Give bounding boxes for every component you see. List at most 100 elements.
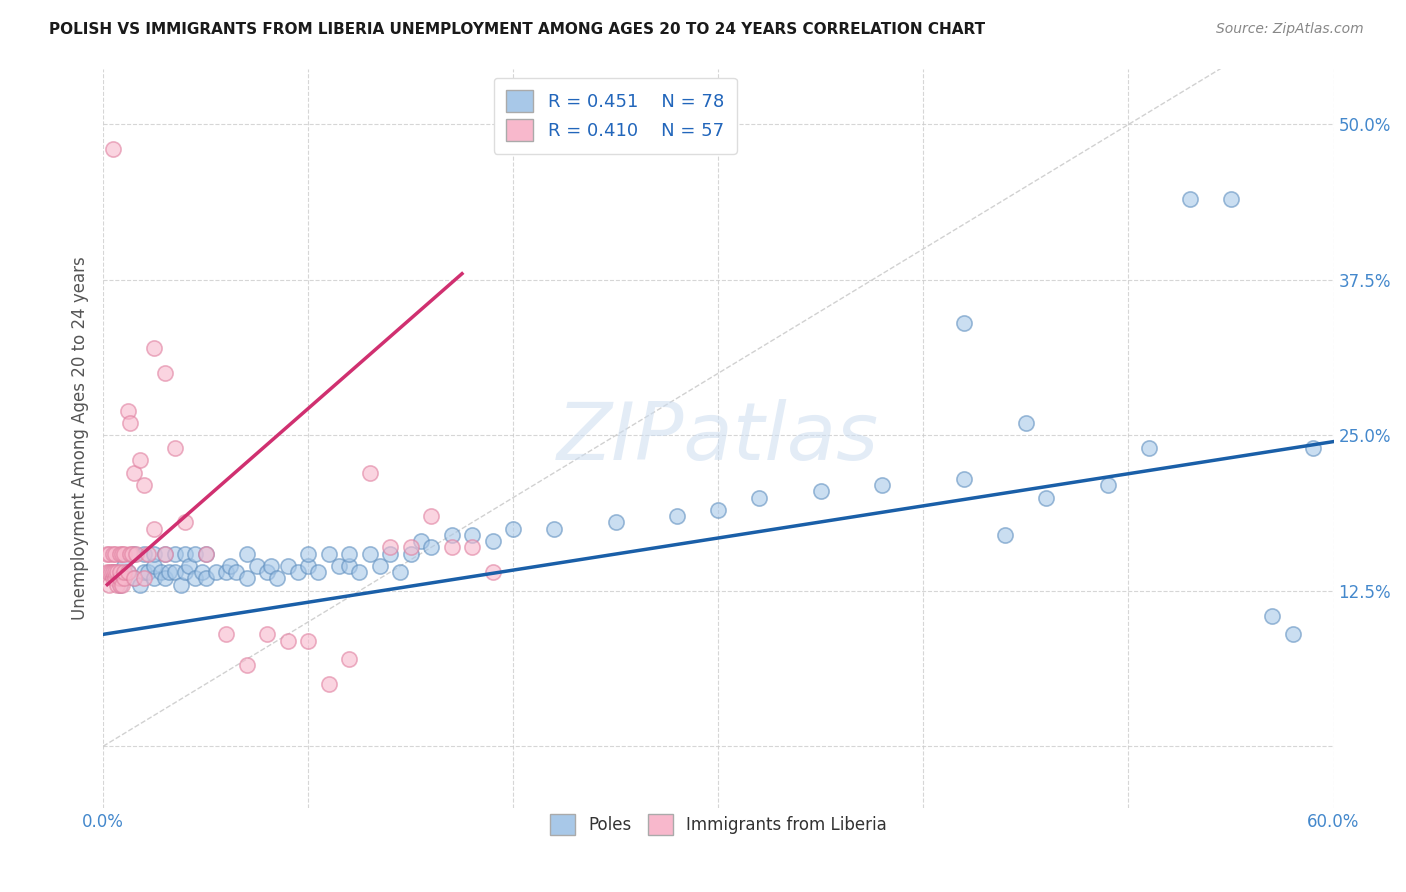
Point bbox=[1035, 491, 1057, 505]
Point bbox=[153, 366, 176, 380]
Point bbox=[190, 565, 212, 579]
Point bbox=[194, 571, 217, 585]
Point bbox=[103, 547, 125, 561]
Point bbox=[409, 534, 432, 549]
Point bbox=[98, 547, 121, 561]
Point bbox=[112, 571, 135, 585]
Point bbox=[129, 577, 152, 591]
Point bbox=[163, 565, 186, 579]
Point bbox=[256, 627, 278, 641]
Point bbox=[143, 522, 166, 536]
Point bbox=[318, 547, 340, 561]
Point bbox=[96, 547, 118, 561]
Point bbox=[399, 547, 422, 561]
Point bbox=[277, 633, 299, 648]
Point bbox=[104, 571, 127, 585]
Point bbox=[399, 541, 422, 555]
Point bbox=[297, 633, 319, 648]
Point bbox=[1015, 416, 1038, 430]
Point bbox=[96, 565, 118, 579]
Point bbox=[461, 541, 484, 555]
Point bbox=[117, 403, 139, 417]
Point bbox=[235, 571, 257, 585]
Point bbox=[235, 547, 257, 561]
Point bbox=[98, 565, 121, 579]
Point bbox=[359, 547, 381, 561]
Point bbox=[122, 571, 145, 585]
Point bbox=[103, 565, 125, 579]
Point bbox=[104, 547, 127, 561]
Point bbox=[117, 565, 139, 579]
Point bbox=[134, 571, 156, 585]
Point bbox=[136, 565, 159, 579]
Point bbox=[215, 627, 238, 641]
Point bbox=[149, 565, 172, 579]
Point bbox=[666, 509, 689, 524]
Point bbox=[112, 558, 135, 573]
Point bbox=[107, 565, 129, 579]
Point bbox=[810, 484, 832, 499]
Point bbox=[440, 541, 463, 555]
Point bbox=[100, 565, 122, 579]
Point bbox=[174, 516, 197, 530]
Point bbox=[134, 478, 156, 492]
Point bbox=[1302, 441, 1324, 455]
Point bbox=[129, 453, 152, 467]
Point bbox=[184, 571, 207, 585]
Point bbox=[134, 565, 156, 579]
Point bbox=[318, 677, 340, 691]
Point bbox=[461, 528, 484, 542]
Point bbox=[112, 547, 135, 561]
Point bbox=[605, 516, 627, 530]
Point bbox=[104, 565, 127, 579]
Point bbox=[98, 577, 121, 591]
Point bbox=[143, 558, 166, 573]
Point bbox=[256, 565, 278, 579]
Point bbox=[277, 558, 299, 573]
Point bbox=[163, 441, 186, 455]
Point bbox=[543, 522, 565, 536]
Point bbox=[163, 547, 186, 561]
Point bbox=[502, 522, 524, 536]
Point bbox=[225, 565, 247, 579]
Point bbox=[337, 652, 360, 666]
Point bbox=[707, 503, 730, 517]
Point bbox=[380, 547, 402, 561]
Point bbox=[153, 547, 176, 561]
Point bbox=[170, 577, 193, 591]
Point bbox=[266, 571, 288, 585]
Point bbox=[440, 528, 463, 542]
Point bbox=[134, 547, 156, 561]
Point bbox=[1220, 192, 1243, 206]
Point bbox=[1281, 627, 1303, 641]
Point bbox=[337, 558, 360, 573]
Point bbox=[122, 466, 145, 480]
Point bbox=[143, 571, 166, 585]
Point bbox=[380, 541, 402, 555]
Point bbox=[337, 547, 360, 561]
Point bbox=[117, 565, 139, 579]
Point bbox=[103, 142, 125, 156]
Point bbox=[118, 547, 141, 561]
Point bbox=[125, 547, 148, 561]
Point bbox=[153, 571, 176, 585]
Point bbox=[108, 577, 131, 591]
Point bbox=[174, 565, 197, 579]
Point bbox=[1178, 192, 1201, 206]
Point bbox=[108, 571, 131, 585]
Point bbox=[328, 558, 350, 573]
Point bbox=[349, 565, 371, 579]
Point bbox=[103, 565, 125, 579]
Point bbox=[359, 466, 381, 480]
Point bbox=[420, 509, 443, 524]
Point bbox=[953, 472, 976, 486]
Point bbox=[108, 547, 131, 561]
Text: POLISH VS IMMIGRANTS FROM LIBERIA UNEMPLOYMENT AMONG AGES 20 TO 24 YEARS CORRELA: POLISH VS IMMIGRANTS FROM LIBERIA UNEMPL… bbox=[49, 22, 986, 37]
Point bbox=[420, 541, 443, 555]
Point bbox=[143, 547, 166, 561]
Point bbox=[122, 547, 145, 561]
Point bbox=[1261, 608, 1284, 623]
Point bbox=[179, 558, 201, 573]
Point bbox=[389, 565, 412, 579]
Point bbox=[112, 565, 135, 579]
